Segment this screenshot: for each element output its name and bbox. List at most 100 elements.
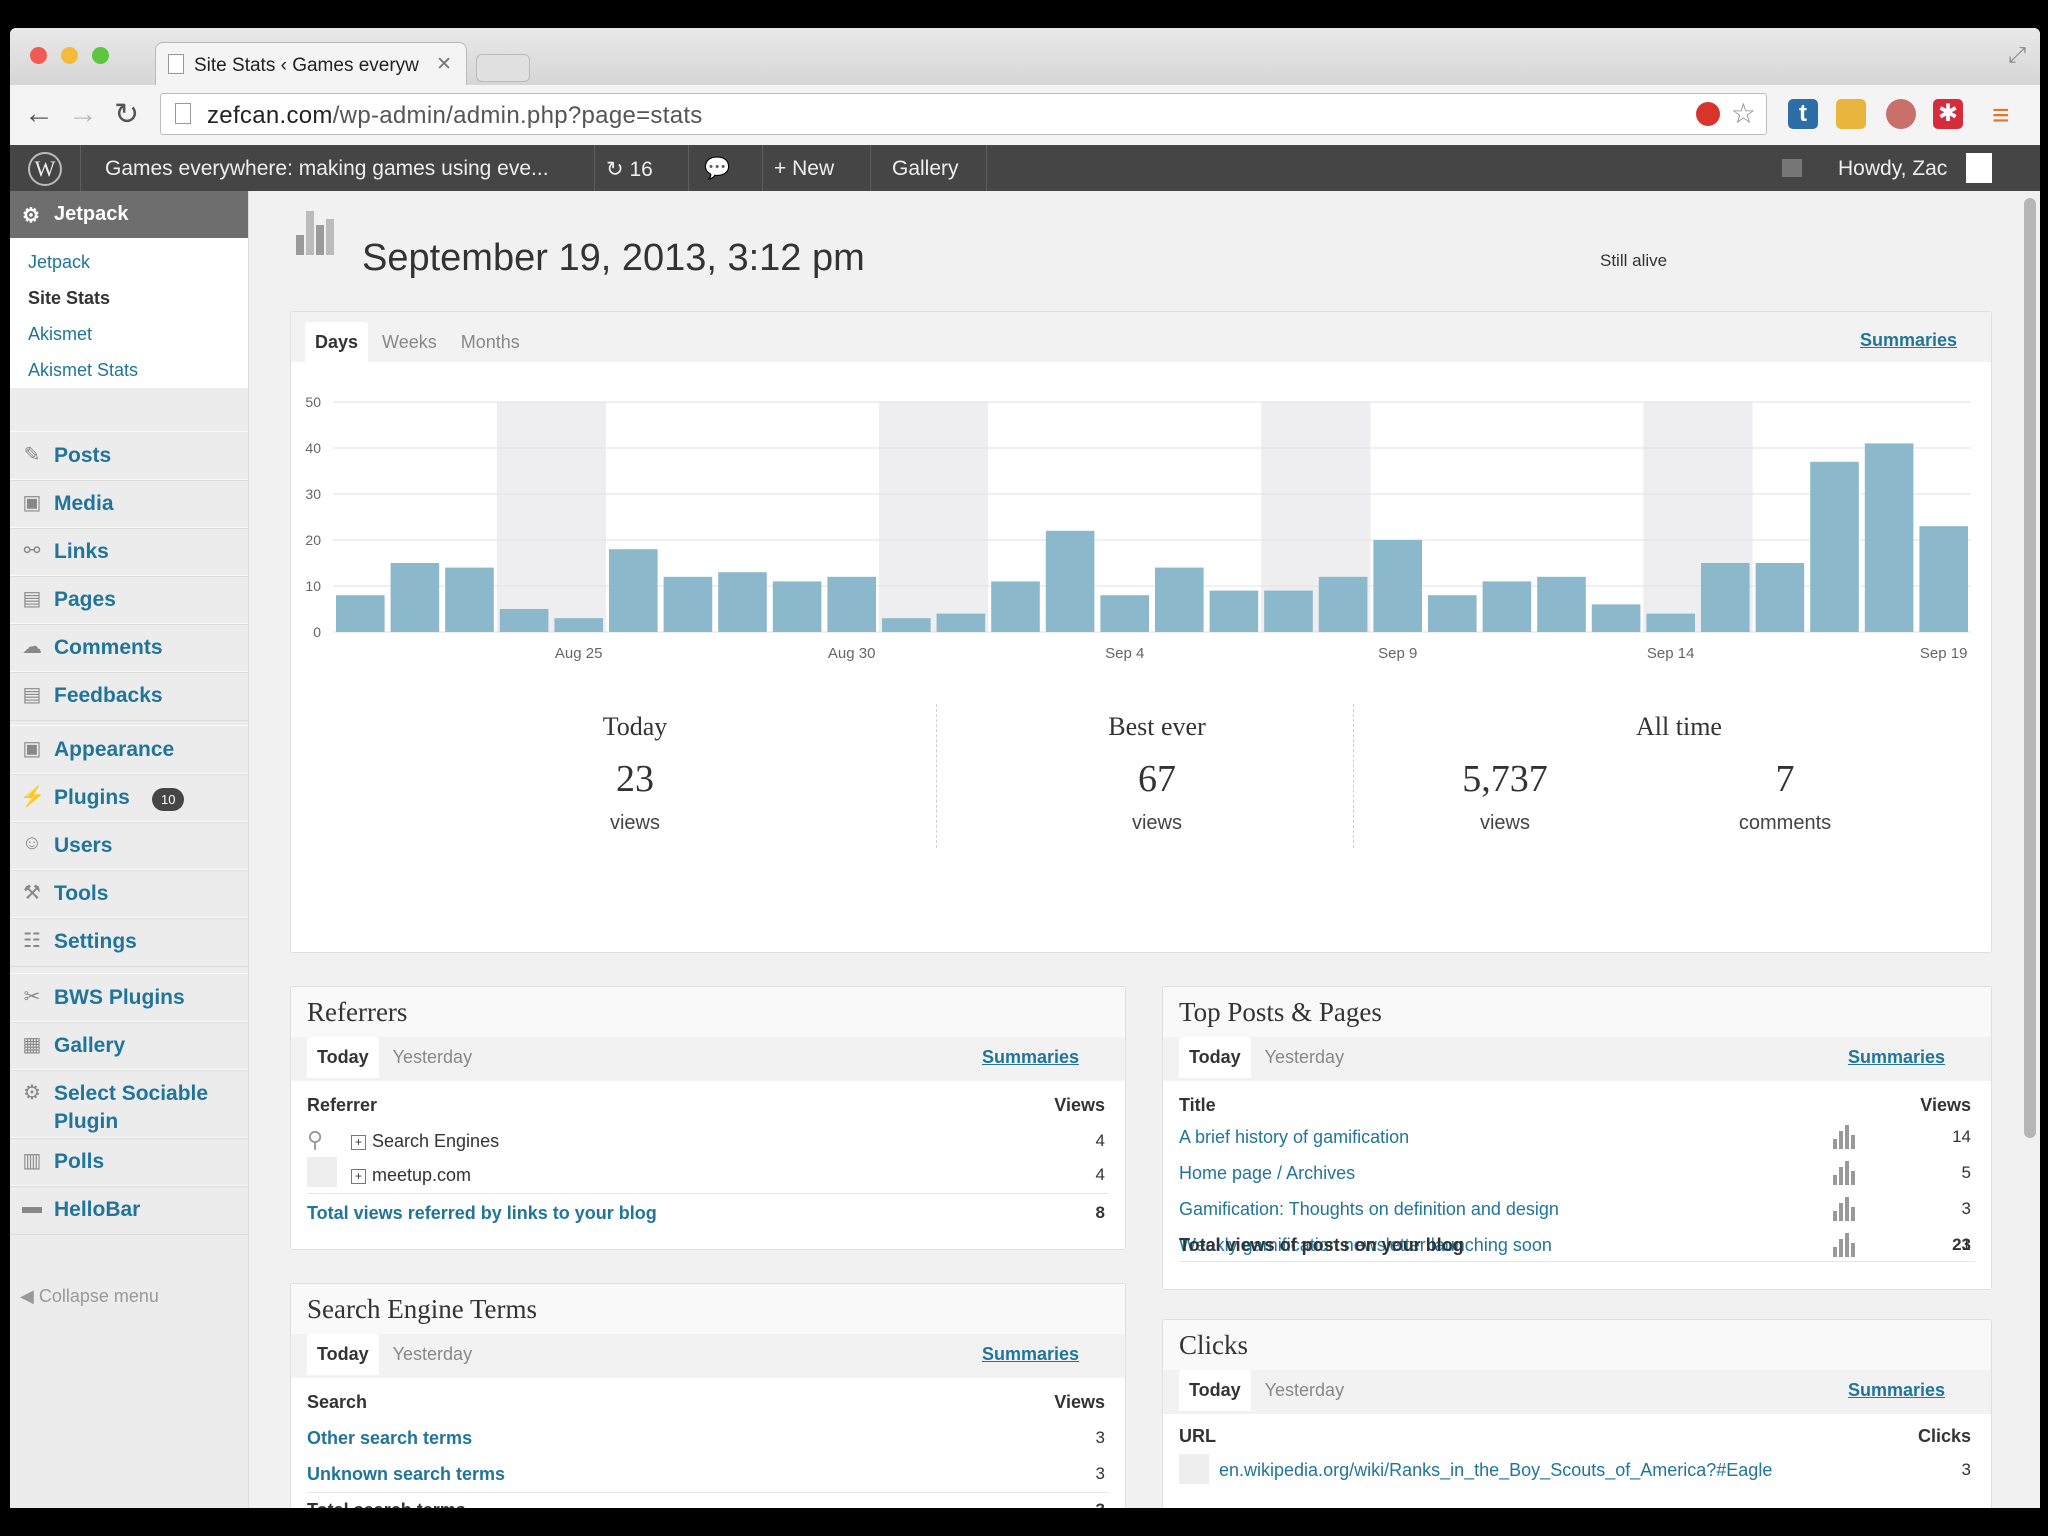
submenu-site-stats[interactable]: Site Stats xyxy=(28,288,111,308)
tab-yesterday[interactable]: Yesterday xyxy=(392,1047,473,1067)
tab-today[interactable]: Today xyxy=(1179,1037,1251,1078)
close-tab-icon[interactable]: ✕ xyxy=(436,54,452,75)
tumblr-icon[interactable]: t xyxy=(1788,99,1818,129)
adblock-icon[interactable] xyxy=(1696,102,1720,126)
table-row[interactable]: A brief history of gamification xyxy=(1179,1127,1410,1147)
table-body xyxy=(1163,1414,1991,1508)
new-content-link[interactable]: + New xyxy=(774,157,835,180)
new-tab-button[interactable] xyxy=(476,54,530,82)
avatar[interactable] xyxy=(1966,153,1992,183)
post-stats-icon[interactable] xyxy=(1833,1197,1857,1221)
fullscreen-icon[interactable]: ⤢ xyxy=(2008,42,2026,67)
table-row[interactable]: + Search Engines xyxy=(351,1131,499,1152)
column-header-views: Views xyxy=(1054,1095,1105,1115)
summaries-link[interactable]: Summaries xyxy=(981,1344,1079,1364)
reload-icon[interactable]: ↻ xyxy=(114,98,140,131)
site-name-link[interactable]: Games everywhere: making games using eve… xyxy=(105,157,549,180)
sidebar-item-gallery[interactable]: ▦ Gallery xyxy=(10,1021,248,1071)
post-stats-icon[interactable] xyxy=(1833,1233,1857,1257)
summaries-link[interactable]: Summaries xyxy=(1847,1047,1945,1067)
bar xyxy=(1701,563,1750,632)
bar xyxy=(609,549,658,632)
sidebar-item-plugins[interactable]: ⚡ Plugins 10 xyxy=(10,773,248,823)
comment-bubble-icon[interactable]: 💬 xyxy=(704,157,731,180)
views-value: 4 xyxy=(1095,1131,1105,1150)
close-window-button[interactable] xyxy=(30,47,47,64)
table-row[interactable]: + meetup.com xyxy=(351,1165,471,1186)
minimize-window-button[interactable] xyxy=(61,47,78,64)
sidebar-item-bws-plugins[interactable]: ✂ BWS Plugins xyxy=(10,973,248,1023)
table-row[interactable]: en.wikipedia.org/wiki/Ranks_in_the_Boy_S… xyxy=(1219,1460,1773,1480)
table-row[interactable]: Gamification: Thoughts on definition and… xyxy=(1179,1199,1559,1219)
tab-yesterday[interactable]: Yesterday xyxy=(1264,1047,1345,1067)
tab-yesterday[interactable]: Yesterday xyxy=(1264,1380,1345,1400)
tab-today[interactable]: Today xyxy=(307,1037,379,1078)
sidebar-item-label: Plugin xyxy=(54,1110,119,1133)
sidebar-item-links[interactable]: ⚯ Links xyxy=(10,527,248,577)
tab-today[interactable]: Today xyxy=(307,1334,379,1375)
sidebar-item-tools[interactable]: ⚒ Tools xyxy=(10,869,248,919)
table-row[interactable]: Weekly gamification newsletter launching… xyxy=(1179,1235,1552,1255)
tab-yesterday[interactable]: Yesterday xyxy=(392,1344,473,1364)
sidebar-item-settings[interactable]: ☷ Settings xyxy=(10,917,248,967)
bookmark-star-icon[interactable]: ☆ xyxy=(1730,98,1756,129)
sidebar-item-jetpack[interactable]: ⚙ Jetpack xyxy=(10,191,248,238)
tab-months[interactable]: Months xyxy=(460,332,520,352)
total-referrers-link[interactable]: Total views referred by links to your bl… xyxy=(307,1203,657,1223)
post-stats-icon[interactable] xyxy=(1833,1125,1857,1149)
page-title: September 19, 2013, 3:12 pm xyxy=(362,237,865,279)
table-row[interactable]: Unknown search terms xyxy=(307,1464,506,1484)
browser-tab[interactable]: Site Stats ‹ Games everywh ✕ xyxy=(155,42,467,86)
sidebar-item-pages[interactable]: ▤ Pages xyxy=(10,575,248,625)
gallery-link[interactable]: Gallery xyxy=(892,157,959,180)
sidebar-item-posts[interactable]: ✎ Posts xyxy=(10,431,248,481)
sidebar-item-media[interactable]: ▣ Media xyxy=(10,479,248,529)
table-row[interactable]: Other search terms xyxy=(307,1428,473,1448)
summaries-link[interactable]: Summaries xyxy=(1859,330,1957,350)
url-text[interactable]: zefcan.com/wp-admin/admin.php?page=stats xyxy=(207,102,703,129)
sidebar-item-label: Links xyxy=(54,540,109,563)
extension-new-icon[interactable] xyxy=(1836,99,1866,129)
extension-apple-icon[interactable] xyxy=(1886,99,1916,129)
wordpress-logo-icon[interactable]: W xyxy=(28,152,62,186)
submenu-akismet[interactable]: Akismet xyxy=(28,324,93,344)
summaries-link[interactable]: Summaries xyxy=(1847,1380,1945,1400)
sidebar-item-hellobar[interactable]: ▬ HelloBar xyxy=(10,1185,248,1235)
page-icon xyxy=(175,103,191,124)
table-row[interactable]: Home page / Archives xyxy=(1179,1163,1356,1183)
submenu-jetpack[interactable]: Jetpack xyxy=(28,252,91,272)
collapse-menu-button[interactable]: ◀ Collapse menu xyxy=(20,1286,159,1306)
divider xyxy=(936,704,937,848)
sidebar-item-feedbacks[interactable]: ▤ Feedbacks xyxy=(10,671,248,721)
gallery-icon: ▦ xyxy=(22,1034,42,1056)
forward-arrow-icon[interactable]: → xyxy=(68,97,98,130)
address-bar[interactable]: zefcan.com/wp-admin/admin.php?page=stats… xyxy=(160,93,1767,135)
sidebar-item-select-sociable[interactable]: ⚙ Select Sociable Plugin xyxy=(10,1069,248,1139)
sidebar-item-comments[interactable]: ☁ Comments xyxy=(10,623,248,673)
sidebar-item-label: HelloBar xyxy=(54,1198,141,1221)
tab-weeks[interactable]: Weeks xyxy=(382,332,437,352)
menu-icon[interactable]: ≡ xyxy=(1992,99,2010,132)
expand-icon[interactable]: + xyxy=(351,1134,366,1150)
tab-days[interactable]: Days xyxy=(305,322,369,363)
sidebar-item-users[interactable]: ☺ Users xyxy=(10,821,248,871)
best-ever-label: Best ever xyxy=(1108,712,1206,741)
zoom-window-button[interactable] xyxy=(92,47,109,64)
page-scrollbar[interactable] xyxy=(2024,198,2036,1138)
expand-icon[interactable]: + xyxy=(351,1168,366,1184)
howdy-account-link[interactable]: Howdy, Zac xyxy=(1838,157,1948,180)
post-stats-icon[interactable] xyxy=(1833,1161,1857,1185)
summaries-link[interactable]: Summaries xyxy=(981,1047,1079,1067)
sidebar-item-appearance[interactable]: ▣ Appearance xyxy=(10,725,248,775)
table-body xyxy=(291,1081,1125,1249)
back-arrow-icon[interactable]: ← xyxy=(24,97,54,130)
notification-icon[interactable] xyxy=(1782,159,1802,177)
submenu-akismet-stats[interactable]: Akismet Stats xyxy=(28,360,139,380)
divider xyxy=(1353,704,1354,848)
extension-flower-icon[interactable]: ✱ xyxy=(1933,99,1963,129)
stats-icon xyxy=(292,211,340,255)
updates-link[interactable]: ↻ 16 xyxy=(606,158,653,181)
tab-today[interactable]: Today xyxy=(1179,1370,1251,1411)
sidebar-item-polls[interactable]: ▥ Polls xyxy=(10,1137,248,1187)
y-tick-label: 0 xyxy=(313,624,321,640)
